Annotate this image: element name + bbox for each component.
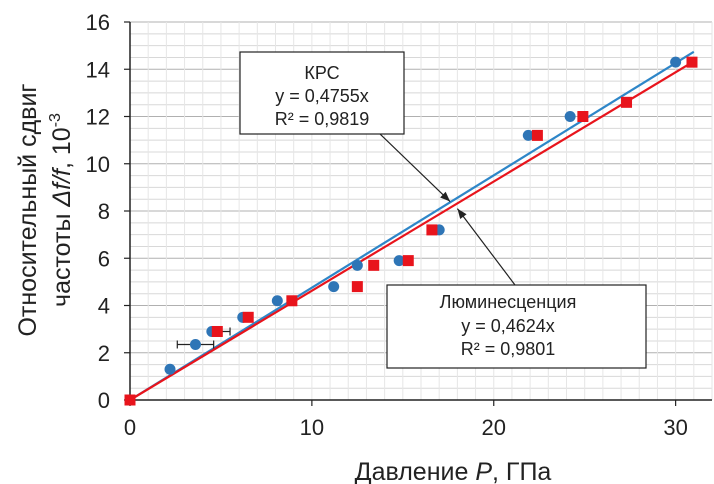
- point-square: [531, 129, 543, 141]
- annotation-text: R² = 0,9801: [461, 339, 556, 359]
- x-tick-label: 30: [663, 415, 687, 440]
- y-axis-title: Относительный сдвиг частоты Δf/f, 10-3: [14, 83, 76, 336]
- point-circle: [271, 295, 283, 307]
- y-tick-label: 0: [98, 388, 110, 413]
- point-square: [426, 224, 438, 236]
- y-tick-label: 8: [98, 199, 110, 224]
- y-axis-title-line2: частоты Δf/f, 10-3: [47, 113, 76, 307]
- point-square: [402, 255, 414, 267]
- point-square: [621, 96, 633, 108]
- annotation-text: КРС: [304, 63, 339, 83]
- annotation-arrow: [379, 133, 451, 202]
- point-circle: [164, 363, 176, 375]
- trend-lines: [129, 50, 695, 401]
- x-tick-label: 10: [300, 415, 324, 440]
- grid-lines: [130, 21, 713, 400]
- y-tick-label: 12: [86, 105, 110, 130]
- tick-labels: 0 2 4 6 8 10 12 14 16 0 10 20 30: [86, 10, 688, 440]
- y-axis-title-line1: Относительный сдвиг: [14, 83, 42, 336]
- annotations: КРС y = 0,4755x R² = 0,9819 Люминесценция y …: [239, 51, 647, 369]
- annotation-text: R² = 0,9819: [275, 109, 370, 129]
- axes: [124, 21, 712, 406]
- point-circle: [522, 129, 534, 141]
- point-circle: [351, 259, 363, 271]
- point-circle: [189, 338, 201, 350]
- y-tick-label: 10: [86, 152, 110, 177]
- point-square: [124, 394, 136, 406]
- y-tick-label: 14: [86, 57, 110, 82]
- y-tick-label: 6: [98, 246, 110, 271]
- point-circle: [564, 111, 576, 122]
- annotation-box: [239, 51, 405, 135]
- arrowhead: [457, 208, 467, 220]
- point-square: [368, 259, 380, 271]
- point-square: [577, 111, 589, 122]
- annotation-text: Люминесценция: [440, 292, 577, 312]
- arrowhead: [440, 191, 451, 202]
- point-square: [351, 281, 363, 293]
- trend-line-2: [129, 60, 695, 401]
- x-axis-title: Давление P, ГПа: [355, 458, 552, 484]
- annotation-text: y = 0,4755x: [275, 86, 369, 106]
- annotation-text: y = 0,4624x: [461, 316, 555, 336]
- point-circle: [670, 56, 682, 68]
- point-circle: [328, 281, 340, 293]
- x-tick-label: 0: [124, 415, 136, 440]
- data-points: [124, 56, 698, 406]
- x-tick-label: 20: [482, 415, 506, 440]
- point-circle: [393, 255, 405, 267]
- point-square: [686, 56, 698, 68]
- annotation-box: [386, 284, 647, 369]
- point-square: [211, 325, 223, 337]
- y-tick-label: 4: [98, 294, 110, 319]
- point-square: [242, 311, 254, 323]
- annotation-arrow: [456, 208, 516, 286]
- y-tick-label: 2: [98, 341, 110, 366]
- point-square: [286, 295, 298, 307]
- y-tick-label: 16: [86, 10, 110, 35]
- trend-line-1: [129, 50, 695, 401]
